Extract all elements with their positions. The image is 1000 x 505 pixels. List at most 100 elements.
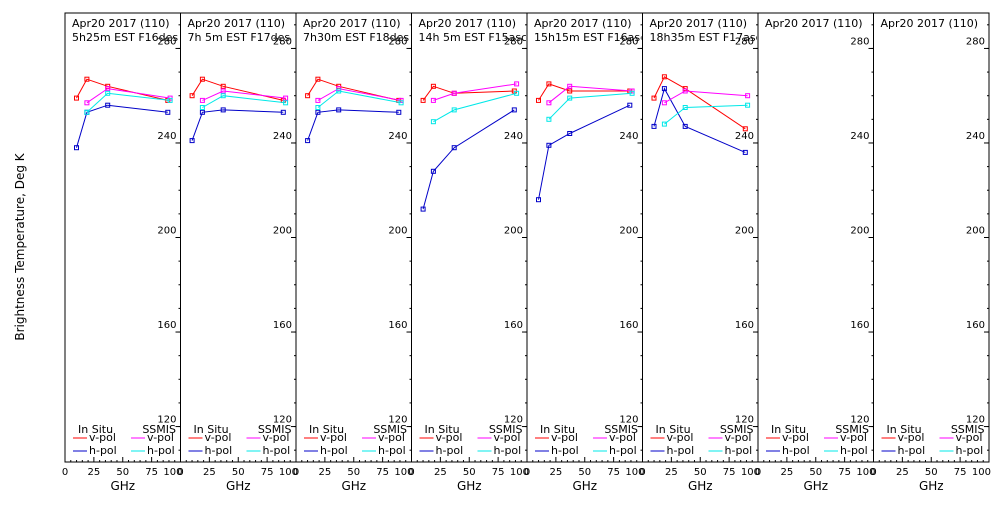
data-point-insitu_v [430, 83, 436, 89]
legend-label-ssmis_h: h-pol [840, 444, 868, 457]
legend-ssmis-label: SSMIS [720, 423, 754, 436]
legend-label-ssmis_h: h-pol [609, 444, 637, 457]
data-point-insitu_h [280, 109, 286, 115]
panel-title: Apr20 2017 (110) [72, 17, 170, 30]
data-point-insitu_h [220, 107, 226, 113]
chart-panel-4: Apr20 2017 (110)14h 5m EST F15asc 120 160 2… [408, 12, 529, 493]
legend-label-insitu_h: h-pol [898, 444, 926, 457]
data-point-ssmis_v [199, 97, 205, 103]
y-axis-label: Brightness Temperature, Deg K [13, 152, 27, 340]
x-tick-label: 75 [145, 467, 158, 478]
data-point-insitu_v [420, 97, 426, 103]
data-point-ssmis_v [567, 83, 573, 89]
panel-title: Apr20 2017 (110) [188, 17, 286, 30]
x-tick-label: 25 [896, 467, 909, 478]
legend-label-insitu_v: v-pol [436, 431, 463, 444]
legend-label-ssmis_v: v-pol [609, 431, 636, 444]
y-tick-label: 160 [619, 320, 638, 331]
y-tick-label: 240 [735, 131, 754, 142]
data-point-ssmis_h [336, 88, 342, 94]
panel-frame [411, 12, 528, 463]
data-point-insitu_v [661, 74, 667, 80]
legend-ssmis-label: SSMIS [835, 423, 869, 436]
y-tick-label: 280 [619, 36, 638, 47]
legend-ssmis-label: SSMIS [951, 423, 985, 436]
data-point-ssmis_h [283, 100, 289, 106]
y-tick-label: 200 [273, 226, 292, 237]
data-point-ssmis_h [84, 109, 90, 115]
data-point-insitu_v [305, 93, 311, 99]
panel-title: Apr20 2017 (110) [534, 17, 632, 30]
legend-insitu-label: In Situ [887, 423, 922, 436]
y-tick-label: 120 [504, 415, 523, 426]
legend-label-ssmis_v: v-pol [494, 431, 521, 444]
panel-frame [64, 12, 181, 463]
data-point-ssmis_v [451, 90, 457, 96]
legend-label-insitu_v: v-pol [89, 431, 116, 444]
y-tick-label: 280 [735, 36, 754, 47]
y-tick-label: 160 [388, 320, 407, 331]
chart-panel-1: Apr20 2017 (110)5h25m EST F16des 120 160 20… [62, 12, 183, 493]
data-point-insitu_h [165, 109, 171, 115]
legend-label-ssmis_v: v-pol [840, 431, 867, 444]
y-tick-label: 280 [966, 36, 985, 47]
series-line-insitu_v [191, 78, 284, 101]
data-point-insitu_h [536, 197, 541, 203]
data-point-ssmis_v [745, 93, 751, 99]
y-tick-label: 240 [966, 131, 985, 142]
data-point-insitu_h [742, 149, 748, 155]
y-tick-label: 120 [850, 415, 869, 426]
y-tick-label: 200 [388, 226, 407, 237]
x-axis-label: GHz [919, 479, 944, 493]
chart-panel-3: Apr20 2017 (110)7h30m EST F18des 120 160 20… [293, 12, 414, 493]
data-point-insitu_v [315, 76, 321, 82]
x-tick-label: 100 [394, 467, 413, 478]
x-tick-label: 25 [319, 467, 332, 478]
data-point-insitu_v [651, 95, 657, 101]
legend-label-ssmis_v: v-pol [378, 431, 405, 444]
legend-label-insitu_v: v-pol [898, 431, 925, 444]
legend-label-insitu_h: h-pol [551, 444, 579, 457]
legend-ssmis-label: SSMIS [142, 423, 176, 436]
x-tick-label: 75 [492, 467, 505, 478]
data-point-ssmis_h [567, 95, 573, 101]
series-line-insitu_v [538, 83, 630, 101]
legend-label-insitu_v: v-pol [551, 431, 578, 444]
series-line-ssmis_h [86, 92, 171, 113]
y-tick-label: 120 [157, 415, 176, 426]
data-point-insitu_h [315, 109, 321, 115]
y-tick-label: 240 [388, 131, 407, 142]
panel-frame [873, 12, 990, 463]
y-tick-label: 280 [504, 36, 523, 47]
data-point-insitu_v [220, 83, 226, 89]
panel-title: Apr20 2017 (110) [303, 17, 401, 30]
y-tick-label: 280 [157, 36, 176, 47]
legend-insitu-label: In Situ [771, 423, 806, 436]
data-point-ssmis_v [430, 97, 436, 103]
x-axis-label: GHz [226, 479, 251, 493]
legend-label-ssmis_v: v-pol [725, 431, 752, 444]
x-tick-label: 50 [578, 467, 591, 478]
legend-label-insitu_v: v-pol [782, 431, 809, 444]
data-point-ssmis_h [220, 93, 226, 99]
legend-label-ssmis_v: v-pol [147, 431, 174, 444]
x-tick-label: 100 [510, 467, 529, 478]
series-line-ssmis_v [202, 90, 286, 101]
x-axis-label: GHz [457, 479, 482, 493]
legend-insitu-label: In Situ [656, 423, 691, 436]
series-line-ssmis_v [86, 88, 171, 104]
data-point-ssmis_h [199, 105, 205, 110]
data-point-ssmis_h [546, 116, 552, 122]
legend-insitu-label: In Situ [194, 423, 229, 436]
data-point-ssmis_v [220, 88, 226, 94]
series-line-ssmis_v [664, 90, 748, 104]
x-tick-label: 25 [550, 467, 563, 478]
data-point-insitu_h [567, 131, 573, 136]
x-tick-label: 0 [639, 467, 645, 478]
legend-label-insitu_h: h-pol [89, 444, 117, 457]
data-point-ssmis_h [451, 107, 457, 113]
legend-label-insitu_v: v-pol [205, 431, 232, 444]
legend-label-insitu_h: h-pol [436, 444, 464, 457]
data-point-insitu_v [742, 126, 748, 132]
panel-subtitle: 7h 5m EST F17des [188, 31, 291, 44]
